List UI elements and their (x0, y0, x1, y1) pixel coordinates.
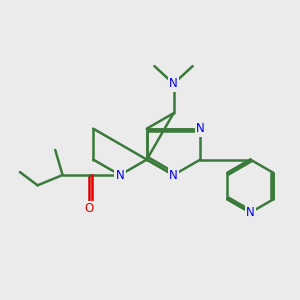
Text: N: N (196, 122, 205, 135)
Text: N: N (246, 206, 255, 219)
Text: N: N (169, 77, 178, 90)
Text: N: N (116, 169, 124, 182)
Text: N: N (169, 169, 178, 182)
Text: O: O (85, 202, 94, 215)
